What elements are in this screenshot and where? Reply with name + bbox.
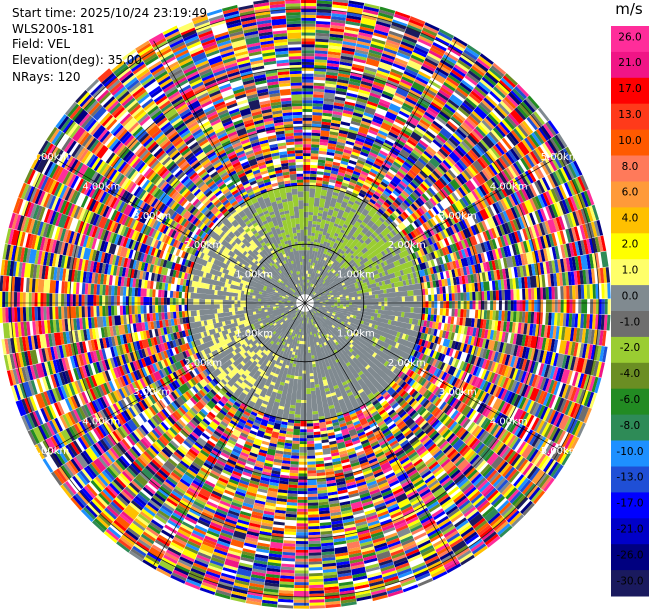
- colorbar-swatch: [611, 544, 649, 571]
- colorbar-tick-label: 21.0: [618, 57, 641, 69]
- nrays-text: NRays: 120: [12, 70, 81, 84]
- colorbar-tick-label: 4.0: [622, 213, 639, 225]
- azimuth-spoke-layer: [2, 0, 608, 606]
- station-text: WLS200s-181: [12, 22, 95, 36]
- colorbar-swatch: [611, 518, 649, 545]
- colorbar-swatch: [611, 233, 649, 260]
- range-ring-label: 3.00km: [133, 387, 171, 398]
- colorbar-tick-label: -30.0: [616, 575, 643, 587]
- velocity-gates: [5, 2, 605, 603]
- range-ring-label: 3.00km: [439, 211, 477, 222]
- colorbar-tick-label: 17.0: [618, 83, 641, 95]
- radar-sector-layer: [0, 0, 611, 609]
- range-ring-label: 3.00km: [439, 387, 477, 398]
- colorbar-swatch: [611, 103, 649, 131]
- velocity-gates: [5, 0, 607, 601]
- colorbar-tick-label: -1.0: [620, 316, 641, 328]
- colorbar-swatch: [611, 311, 649, 338]
- colorbar-swatch: [611, 259, 649, 286]
- velocity-gates: [8, 6, 602, 605]
- velocity-gates: [28, 6, 611, 600]
- range-ring-label: 1.00km: [235, 270, 273, 281]
- azimuth-spoke: [153, 40, 306, 304]
- colorbar-tick-label: -13.0: [616, 472, 643, 484]
- colorbar-tick-label: -2.0: [620, 342, 641, 354]
- range-ring-label: 1.00km: [337, 270, 375, 281]
- field-text: Field: VEL: [12, 37, 71, 51]
- colorbar-tick-label: 0.0: [622, 290, 639, 302]
- colorbar-tick-label: -21.0: [616, 524, 643, 536]
- colorbar-tick-label: 26.0: [618, 31, 641, 43]
- range-ring-label: 4.00km: [82, 417, 120, 428]
- start-time-text: Start time: 2025/10/24 23:19:49: [12, 6, 207, 20]
- colorbar-swatch: [611, 414, 649, 441]
- range-ring-label: 4.00km: [82, 181, 120, 192]
- colorbar-swatch: [611, 285, 649, 312]
- colorbar-tick-label: 6.0: [622, 187, 639, 199]
- colorbar-swatch: [611, 207, 649, 234]
- range-ring-label: 2.00km: [184, 240, 222, 251]
- azimuth-spoke: [42, 302, 306, 455]
- colorbar-swatch: [611, 388, 649, 416]
- range-ring-label: 5.00km: [541, 152, 579, 163]
- range-ring-label-layer: 1.00km 1.00km 1.00km 1.00km 2.00km 2.00km 2.00…: [31, 152, 578, 457]
- colorbar: 26.0 21.0 17.0 13.0 10.0 8.0 6.0 4.0 2.0 1.0 0.0 -1…: [611, 26, 649, 597]
- velocity-gates: [11, 3, 602, 603]
- range-ring-label: 5.00km: [541, 446, 579, 457]
- colorbar-swatch: [611, 129, 649, 156]
- colorbar-tick-label: -6.0: [620, 394, 641, 406]
- range-ring-label: 3.00km: [133, 211, 171, 222]
- azimuth-spoke: [153, 302, 306, 566]
- colorbar-swatch: [611, 362, 649, 390]
- colorbar-tick-label: -17.0: [616, 498, 643, 510]
- colorbar-tick-label: -8.0: [620, 420, 641, 432]
- range-ring-label: 2.00km: [388, 240, 426, 251]
- velocity-gates: [0, 6, 608, 609]
- range-ring-label: 1.00km: [337, 328, 375, 339]
- colorbar-tick-label: 13.0: [618, 109, 641, 121]
- colorbar-swatch: [611, 466, 649, 493]
- colorbar-swatch: [611, 570, 649, 597]
- range-ring-label: 1.00km: [235, 328, 273, 339]
- colorbar-tick-label: 1.0: [622, 264, 639, 276]
- elevation-text: Elevation(deg): 35.00: [12, 53, 142, 67]
- colorbar-tick-label: -4.0: [620, 368, 641, 380]
- colorbar-tick-label: 10.0: [618, 135, 641, 147]
- colorbar-tick-label: 2.0: [622, 239, 639, 251]
- velocity-gates: [2, 0, 604, 602]
- colorbar-swatch: [611, 155, 649, 182]
- colorbar-swatch: [611, 440, 649, 467]
- colorbar-swatch: [611, 77, 649, 105]
- colorbar-tick-label: -10.0: [616, 446, 643, 458]
- azimuth-spoke: [42, 151, 306, 304]
- colorbar-tick-label: -26.0: [616, 549, 643, 561]
- azimuth-spoke: [304, 302, 457, 566]
- colorbar-swatch: [611, 181, 649, 208]
- colorbar-swatch: [611, 51, 649, 79]
- colorbar-unit-label: m/s: [615, 0, 643, 18]
- colorbar-swatch: [611, 26, 649, 53]
- range-ring-label: 4.00km: [490, 181, 528, 192]
- range-ring-label: 5.00km: [31, 446, 69, 457]
- azimuth-spoke: [304, 151, 568, 304]
- colorbar-tick-label: 8.0: [622, 161, 639, 173]
- range-ring-label: 4.00km: [490, 417, 528, 428]
- range-ring-label: 5.00km: [31, 152, 69, 163]
- colorbar-swatch: [611, 492, 649, 519]
- range-ring-label: 2.00km: [184, 358, 222, 369]
- azimuth-spoke: [304, 302, 568, 455]
- velocity-gates: [0, 0, 611, 599]
- azimuth-spoke: [304, 40, 457, 304]
- range-ring-label: 2.00km: [388, 358, 426, 369]
- colorbar-swatch: [611, 336, 649, 364]
